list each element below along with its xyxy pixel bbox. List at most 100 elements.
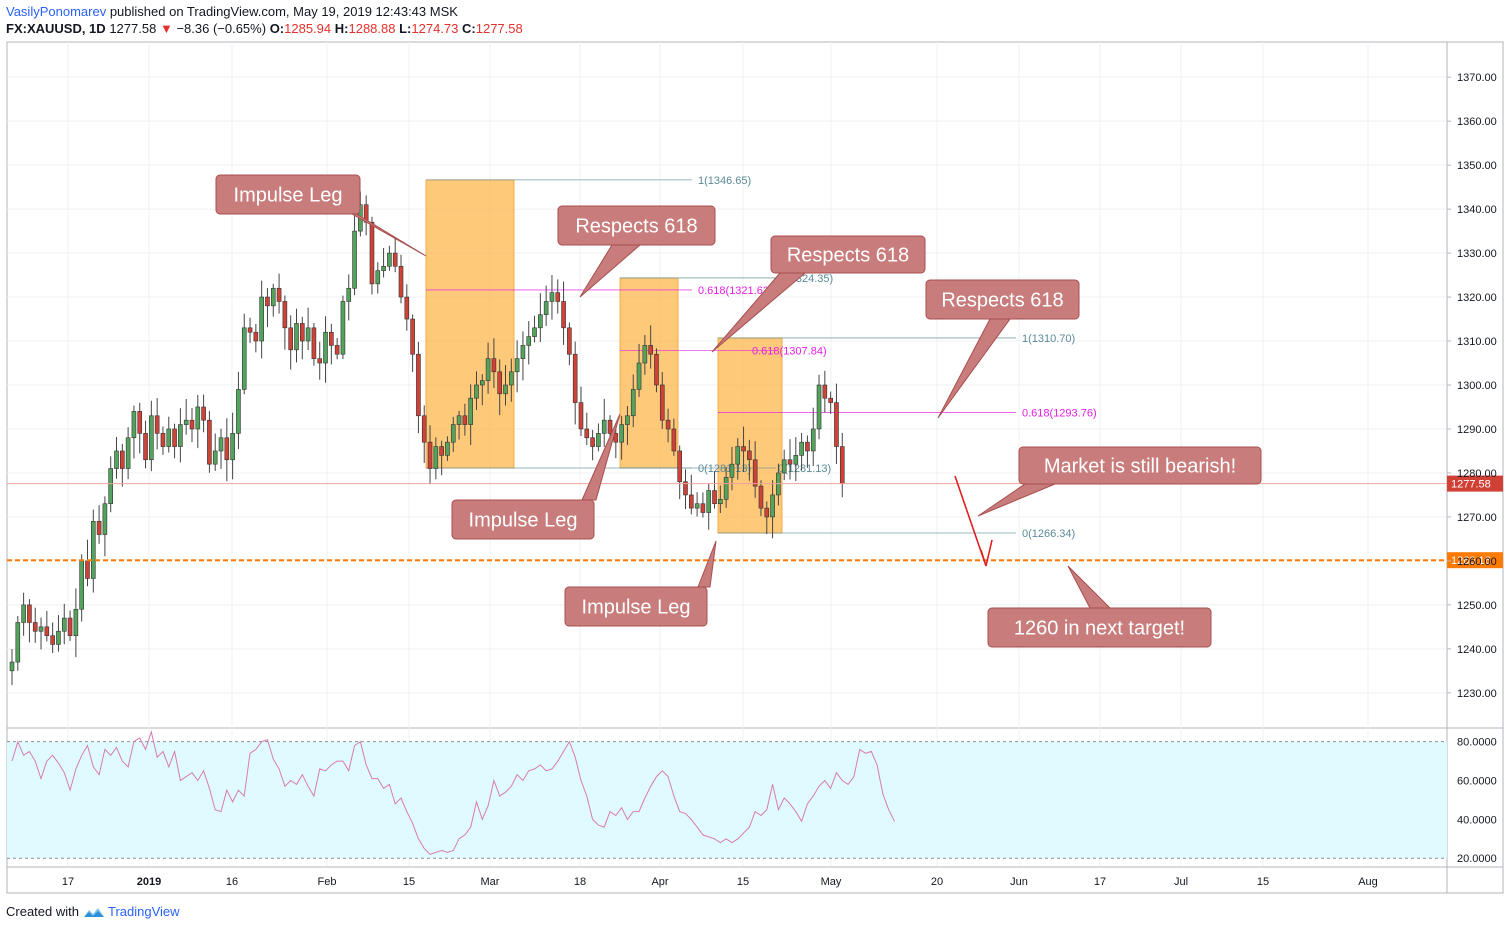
high-value: 1288.88: [348, 21, 396, 36]
candle-body: [201, 406, 206, 421]
candle-body: [607, 419, 613, 434]
candle-body: [224, 437, 230, 461]
candle-body: [718, 499, 723, 505]
x-tick-label: Jul: [1174, 876, 1188, 888]
y-tick-label: 1370.00: [1457, 72, 1497, 84]
x-tick-label: 20: [931, 876, 943, 888]
last-price-tag: [1447, 475, 1503, 492]
x-tick-label: Aug: [1358, 876, 1378, 888]
candle-body: [619, 424, 624, 443]
impulse-box: [619, 277, 679, 469]
candle-body: [497, 371, 503, 395]
axes: 17 2019 16 Feb 15 Mar 18 Apr 15 May 20 Jun 17 Jul 15 Au…: [62, 72, 1497, 888]
candle-body: [758, 485, 764, 509]
created-with-text: Created with: [6, 904, 79, 919]
callout-text: Impulse Leg: [582, 597, 691, 619]
candle-body: [253, 331, 259, 342]
candle-body: [27, 604, 32, 623]
candle-body: [125, 437, 131, 469]
candle-body: [102, 503, 108, 535]
candle-body: [421, 415, 427, 443]
candle-body: [764, 507, 770, 518]
candle-body: [677, 450, 682, 483]
candle-body: [706, 490, 712, 513]
x-tick-label: 17: [62, 876, 74, 888]
candle-body: [143, 433, 148, 461]
candle-body: [61, 617, 67, 632]
candle-body: [485, 358, 491, 381]
candle-body: [659, 384, 665, 421]
callout-box: [215, 174, 361, 215]
target-price-tag-label: 1260.16: [1451, 555, 1491, 567]
candle-body: [723, 477, 729, 500]
candle-body: [822, 384, 828, 399]
candle-body: [241, 327, 247, 390]
candle-body: [752, 459, 758, 487]
tradingview-link[interactable]: TradingView: [107, 904, 180, 919]
candle-body: [578, 402, 584, 430]
candle-body: [799, 441, 804, 456]
candle-body: [317, 358, 323, 364]
y-tick-label: 1260.00: [1457, 556, 1497, 568]
callout-text: Respects 618: [787, 245, 909, 267]
candle-body: [236, 389, 241, 434]
callout-text: Respects 618: [575, 216, 697, 238]
callout-box: [925, 279, 1080, 320]
high-label: H:: [334, 21, 349, 36]
fib-label: 0(1281.13): [778, 463, 831, 475]
candle-body: [427, 441, 433, 469]
candle-body: [259, 296, 264, 342]
author-link[interactable]: VasilyPonomarev: [6, 4, 107, 19]
candle-body: [172, 428, 177, 447]
candle-body: [404, 296, 410, 320]
candle-body: [352, 230, 357, 289]
candle-body: [509, 371, 514, 386]
candle-body: [21, 604, 26, 623]
candle-body: [346, 287, 352, 302]
candle-body: [834, 402, 839, 447]
candles: [9, 191, 845, 686]
candle-body: [741, 446, 746, 452]
y-tick-label: 1270.00: [1457, 512, 1497, 524]
candle-body: [439, 446, 444, 456]
candle-body: [114, 450, 119, 469]
fib-label: 1(1346.65): [698, 175, 751, 187]
callout-text: Respects 618: [941, 290, 1063, 312]
y-tick-label: 1300.00: [1457, 380, 1497, 392]
x-tick-label: Feb: [318, 876, 337, 888]
candle-body: [456, 415, 462, 425]
y-tick-label: 1250.00: [1457, 600, 1497, 612]
candle-body: [392, 252, 398, 267]
rsi-pane: [7, 730, 1447, 859]
footer: Created with TradingView: [6, 904, 180, 919]
candle-body: [636, 362, 642, 390]
candle-body: [520, 345, 526, 359]
candle-body: [665, 419, 671, 430]
symbol-label: FX:XAUUSD, 1D: [6, 21, 106, 36]
y-tick-label: 1350.00: [1457, 160, 1497, 172]
candle-body: [526, 336, 532, 346]
callout-pointer: [581, 413, 621, 501]
rsi-band: [7, 741, 1447, 859]
candle-body: [183, 419, 189, 425]
fib-label: 0.618(1321.62): [698, 285, 773, 297]
candle-body: [212, 450, 218, 465]
candle-body: [590, 437, 595, 447]
candle-body: [816, 384, 822, 430]
candle-body: [311, 327, 317, 359]
open-label: O:: [269, 21, 285, 36]
candle-body: [340, 301, 346, 355]
candle-body: [218, 437, 224, 452]
candle-body: [166, 428, 172, 447]
open-value: 1285.94: [284, 21, 332, 36]
candle-body: [15, 622, 21, 663]
candle-body: [305, 327, 311, 342]
fib-label: 0(1266.34): [1022, 528, 1075, 540]
candle-body: [805, 441, 810, 452]
rsi-tick-label: 60.0000: [1457, 776, 1497, 788]
candle-body: [270, 287, 276, 307]
candle-body: [329, 331, 334, 346]
rsi-line: [11, 730, 895, 855]
candle-body: [398, 265, 404, 298]
